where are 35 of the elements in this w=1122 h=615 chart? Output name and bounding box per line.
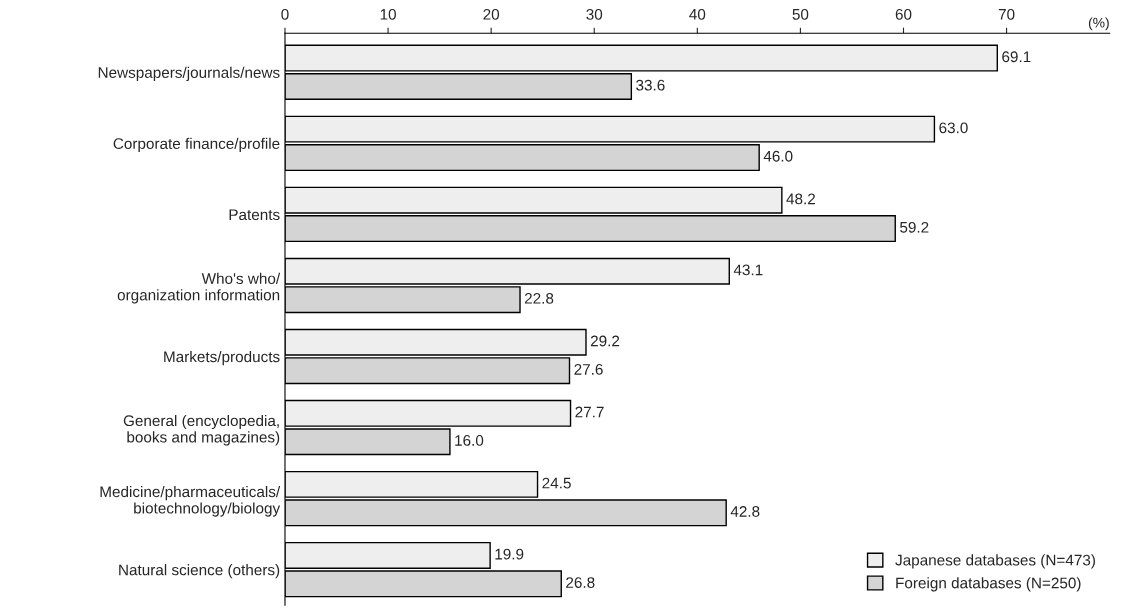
x-tick-label: 0 (281, 8, 289, 20)
data-label: 26.8 (566, 577, 595, 588)
x-tick-label: 70 (998, 8, 1015, 20)
x-tick-label: 40 (689, 8, 706, 20)
data-label: 16.0 (455, 435, 484, 446)
data-label: 24.5 (542, 477, 571, 489)
data-label: 27.7 (575, 406, 604, 418)
data-label: 48.2 (786, 193, 815, 205)
x-axis-title: (%) (1088, 17, 1109, 31)
data-label: 63.0 (939, 122, 968, 134)
y-tick-label: Newspapers/journals/news (98, 66, 280, 81)
y-tick-label: Patents (229, 209, 280, 221)
data-label: 19.9 (495, 548, 524, 560)
y-tick-label: Markets/products (164, 350, 280, 366)
data-label: 22.8 (524, 292, 554, 304)
x-tick-label: 30 (586, 8, 603, 20)
data-label: 42.8 (730, 506, 760, 517)
legend-label: Foreign databases (N=250) (896, 577, 1081, 592)
y-tick-label: Natural science (others) (119, 564, 280, 579)
x-tick-label: 50 (792, 8, 809, 20)
data-label: 46.0 (763, 150, 793, 162)
data-label: 43.1 (733, 264, 763, 276)
x-tick-label: 20 (483, 8, 500, 20)
y-tick-label: General (encyclopedia, books and magazines) (123, 414, 280, 446)
data-label: 69.1 (1002, 51, 1031, 63)
y-tick-label: Medicine/pharmaceuticals/ biotechnology/biology (100, 485, 281, 517)
x-tick-label: 60 (895, 8, 912, 20)
y-tick-label: Corporate finance/profile (113, 137, 280, 153)
legend-label: Japanese databases (N=473) (895, 554, 1095, 569)
data-label: 29.2 (590, 335, 620, 347)
data-label: 27.6 (574, 363, 603, 375)
data-label: 59.2 (900, 221, 929, 233)
x-tick-label: 10 (380, 8, 396, 20)
y-tick-label: Who's who/ organization information (117, 272, 281, 304)
data-label: 33.6 (636, 79, 665, 91)
